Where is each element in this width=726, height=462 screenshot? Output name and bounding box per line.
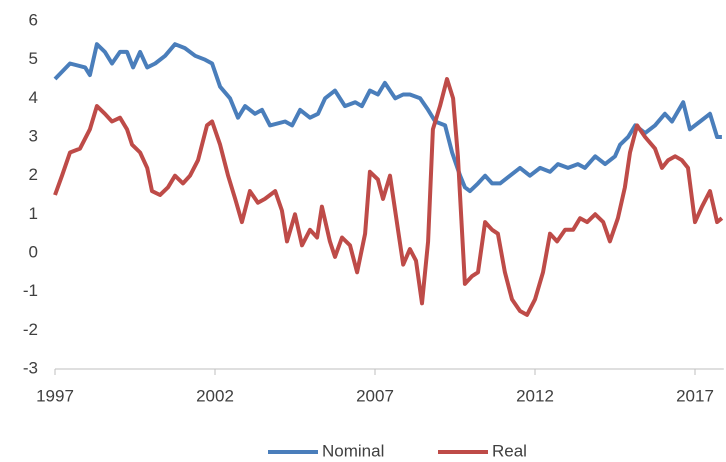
y-tick-label: 4 xyxy=(29,88,38,107)
y-tick-label: 3 xyxy=(29,126,38,145)
x-tick-label: 2002 xyxy=(196,386,234,405)
y-tick-label: -1 xyxy=(23,281,38,300)
legend-label: Nominal xyxy=(322,441,384,460)
y-tick-label: -3 xyxy=(23,358,38,377)
x-tick-label: 1997 xyxy=(36,386,74,405)
y-tick-label: 2 xyxy=(29,165,38,184)
x-tick-label: 2017 xyxy=(676,386,714,405)
legend-label: Real xyxy=(492,441,527,460)
y-tick-label: -2 xyxy=(23,320,38,339)
y-tick-label: 5 xyxy=(29,49,38,68)
x-tick-label: 2007 xyxy=(356,386,394,405)
y-tick-label: 1 xyxy=(29,204,38,223)
series-line xyxy=(53,42,722,194)
series-line xyxy=(53,77,724,317)
y-tick-label: 0 xyxy=(29,242,38,261)
x-tick-label: 2012 xyxy=(516,386,554,405)
y-tick-label: 6 xyxy=(29,10,38,29)
